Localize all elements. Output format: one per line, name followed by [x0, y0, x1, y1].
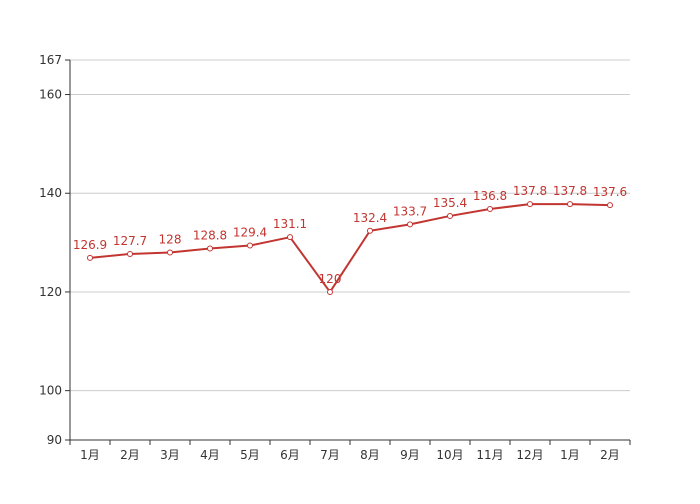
data-point [87, 254, 93, 261]
data-point [487, 206, 493, 213]
y-tick-label: 167 [39, 53, 62, 67]
data-label: 132.4 [353, 211, 387, 225]
y-tick-label: 160 [39, 88, 62, 102]
y-tick-label: 90 [47, 433, 62, 447]
x-tick-label: 11月 [476, 448, 503, 462]
data-label: 128.8 [193, 229, 227, 243]
data-label: 136.8 [473, 189, 507, 203]
data-point [247, 242, 253, 249]
data-label: 137.6 [593, 185, 627, 199]
data-label: 133.7 [393, 204, 427, 218]
data-label: 126.9 [73, 238, 107, 252]
y-tick-label: 120 [39, 285, 62, 299]
x-tick-label: 12月 [516, 448, 543, 462]
data-point [447, 212, 453, 219]
x-tick-label: 1月 [80, 448, 100, 462]
axis-layer: 90 100 120 140 160 167 1月 2月 3月 4月 5月 6月 7月 8月 9月 10月 11… [39, 53, 631, 462]
series-layer [87, 201, 613, 295]
data-point [207, 245, 213, 252]
data-label: 131.1 [273, 217, 307, 231]
grid-layer [70, 59, 630, 392]
x-tick-label: 2月 [600, 448, 620, 462]
data-point [567, 201, 573, 208]
x-tick-label: 6月 [280, 448, 300, 462]
data-label: 120 [319, 272, 342, 286]
x-tick-label: 3月 [160, 448, 180, 462]
x-tick-label: 4月 [200, 448, 220, 462]
data-point [127, 250, 133, 257]
series-line [89, 203, 611, 293]
data-point [607, 202, 613, 209]
data-label: 135.4 [433, 196, 467, 210]
data-label: 137.8 [553, 184, 587, 198]
x-tick-label: 2月 [120, 448, 140, 462]
y-tick-label: 140 [39, 186, 62, 200]
x-tick-label: 10月 [436, 448, 463, 462]
x-tick-label: 8月 [360, 448, 380, 462]
data-point [527, 201, 533, 208]
x-tick-label: 7月 [320, 448, 340, 462]
data-label: 137.8 [513, 184, 547, 198]
data-label: 128 [159, 232, 182, 246]
data-label: 127.7 [113, 234, 147, 248]
data-point [287, 234, 293, 241]
data-point [367, 227, 373, 234]
data-point [167, 249, 173, 256]
x-tick-label: 5月 [240, 448, 260, 462]
data-point [327, 288, 333, 295]
x-tick-label: 1月 [560, 448, 580, 462]
x-tick-label: 9月 [400, 448, 420, 462]
data-label: 129.4 [233, 226, 267, 240]
y-tick-label: 100 [39, 384, 62, 398]
data-label-layer: 126.9 127.7 128 128.8 129.4 131.1 120 132.4 133.… [73, 184, 627, 286]
data-point [407, 221, 413, 228]
